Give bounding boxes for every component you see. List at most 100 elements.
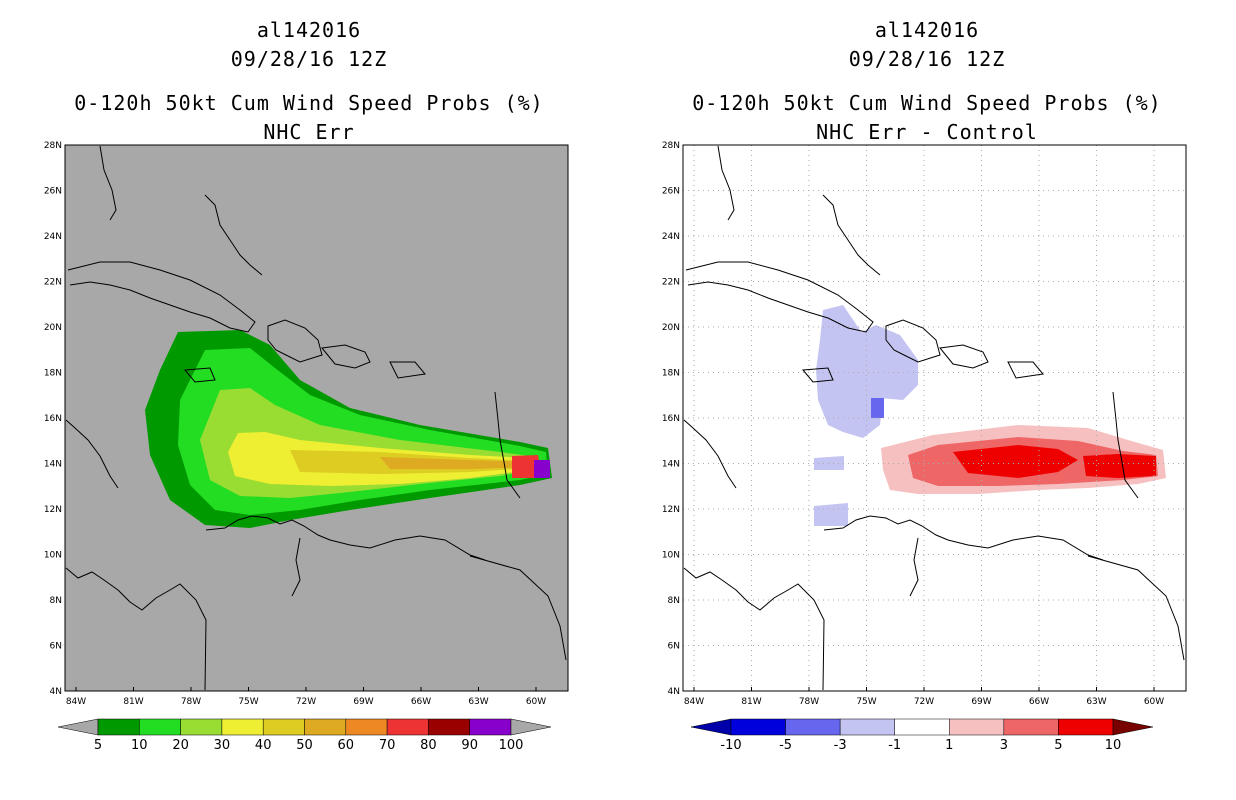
lon-tick-label: 63W: [468, 697, 488, 707]
lat-tick-label: 8N: [668, 596, 680, 606]
datetime: 09/28/16 12Z: [230, 47, 388, 71]
colorbar-tick-label: -5: [779, 738, 792, 753]
coastline: [717, 145, 735, 221]
lon-tick-label: 60W: [526, 697, 546, 707]
product-title: 0-120h 50kt Cum Wind Speed Probs (%): [74, 91, 544, 115]
colorbar-swatch: [1003, 718, 1059, 736]
lat-tick-label: 22N: [44, 278, 62, 288]
colorbar-tick-label: 1: [945, 738, 953, 753]
lat-tick-label: 18N: [662, 369, 680, 379]
lat-tick-label: 18N: [44, 369, 62, 379]
colorbar-tick-label: 20: [172, 738, 189, 753]
colorbar-tick-label: 3: [1000, 738, 1008, 753]
lon-tick-label: 72W: [914, 697, 934, 707]
colorbar-swatch: [785, 718, 841, 736]
product-title: 0-120h 50kt Cum Wind Speed Probs (%): [692, 91, 1162, 115]
colorbar-swatch: [262, 718, 305, 736]
right-panel: al142016 09/28/16 12Z 0-120h 50kt Cum Wi…: [618, 0, 1236, 800]
lat-tick-label: 10N: [662, 551, 680, 561]
lon-tick-label: 84W: [684, 697, 704, 707]
colorbar-swatch: [1058, 718, 1114, 736]
lat-tick-label: 26N: [44, 187, 62, 197]
colorbar-tick-label: 5: [94, 738, 102, 753]
coastline: [823, 515, 1104, 561]
lat-tick-label: 20N: [662, 323, 680, 333]
lon-tick-label: 66W: [1029, 697, 1049, 707]
lat-tick-label: 24N: [44, 232, 62, 242]
lat-tick-label: 8N: [50, 596, 62, 606]
colorbar-tick-label: -1: [888, 738, 901, 753]
lat-tick-label: 16N: [44, 414, 62, 424]
lon-tick-label: 78W: [181, 697, 201, 707]
probability-contour: [534, 460, 550, 478]
colorbar-extend-high: [510, 718, 552, 736]
colorbar-swatch: [469, 718, 512, 736]
difference-contour: [814, 503, 848, 526]
lon-tick-label: 72W: [296, 697, 316, 707]
colorbar-swatch: [730, 718, 786, 736]
colorbar: -10 -5 -3 -1 1 3 5 10: [690, 718, 1154, 753]
lat-tick-label: 14N: [44, 460, 62, 470]
colorbar-extend-low: [690, 718, 732, 736]
lat-tick-label: 22N: [662, 278, 680, 288]
lat-tick-label: 28N: [662, 141, 680, 151]
coastline: [389, 361, 426, 379]
colorbar-swatch: [386, 718, 429, 736]
coastline: [321, 344, 371, 369]
coastline: [204, 194, 263, 276]
coastline: [801, 367, 834, 383]
lon-tick-label: 84W: [66, 697, 86, 707]
colorbar-tick-label: 30: [214, 738, 231, 753]
colorbar-swatch: [949, 718, 1005, 736]
lat-tick-label: 20N: [44, 323, 62, 333]
coastline: [822, 194, 881, 276]
colorbar-tick-label: 90: [461, 738, 478, 753]
lon-tick-label: 81W: [741, 697, 761, 707]
lat-tick-label: 24N: [662, 232, 680, 242]
difference-contour: [953, 445, 1078, 478]
lon-tick-label: 78W: [799, 697, 819, 707]
difference-contour: [871, 398, 884, 418]
lat-tick-label: 12N: [662, 505, 680, 515]
colorbar-tick-label: 50: [296, 738, 313, 753]
coastline: [685, 261, 874, 333]
lon-tick-label: 60W: [1144, 697, 1164, 707]
probability-contour: [380, 457, 530, 469]
map-frame: [64, 144, 569, 692]
colorbar: 5 10 20 30 40 50 60 70 80 90 100: [57, 718, 552, 753]
lat-tick-label: 10N: [44, 551, 62, 561]
colorbar-tick-label: -3: [834, 738, 847, 753]
colorbar-tick-label: 10: [131, 738, 148, 753]
datetime: 09/28/16 12Z: [848, 47, 1006, 71]
coastline: [1112, 391, 1139, 499]
colorbar-extend-high: [1112, 718, 1154, 736]
colorbar-swatch: [894, 718, 950, 736]
lon-tick-label: 69W: [971, 697, 991, 707]
coastline: [183, 367, 216, 383]
lat-tick-label: 16N: [662, 414, 680, 424]
difference-map: 28N 26N 24N 22N 20N 18N 16N 14N 12N 10N 8N 6N 4N 84W 8…: [662, 141, 1187, 707]
colorbar-tick-label: -10: [720, 738, 741, 753]
left-panel: al142016 09/28/16 12Z 0-120h 50kt Cum Wi…: [44, 18, 569, 753]
coastline: [65, 567, 207, 691]
colorbar-swatch: [180, 718, 223, 736]
coastline: [67, 261, 256, 333]
colorbar-swatch: [304, 718, 347, 736]
coastline: [939, 344, 989, 369]
coastline: [885, 319, 941, 363]
storm-id: al142016: [874, 18, 980, 42]
coastline: [267, 319, 323, 363]
coastline: [99, 145, 117, 221]
colorbar-swatch: [97, 718, 140, 736]
panel-subtitle: NHC Err: [263, 120, 355, 144]
coastline: [65, 419, 119, 489]
panel-subtitle: NHC Err - Control: [816, 120, 1038, 144]
coastline: [1007, 361, 1044, 379]
colorbar-tick-label: 70: [379, 738, 396, 753]
coastline: [205, 515, 486, 561]
coastline: [683, 567, 825, 691]
colorbar-extend-low: [57, 718, 99, 736]
lon-tick-label: 69W: [353, 697, 373, 707]
lat-tick-label: 6N: [668, 642, 680, 652]
lat-tick-label: 26N: [662, 187, 680, 197]
